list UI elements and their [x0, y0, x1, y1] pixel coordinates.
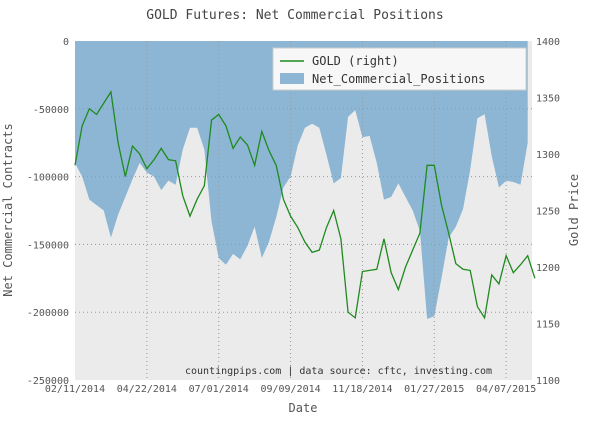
- y-left-tick-label: -50000: [33, 105, 69, 116]
- y-left-tick-label: -250000: [27, 376, 69, 387]
- gold-price-series: [74, 90, 536, 320]
- net-commercial-positions-area: [75, 41, 528, 319]
- y-right-tick-label: 1250: [536, 207, 560, 218]
- y-left-tick-label: -200000: [27, 308, 69, 319]
- y-right-tick-label: 1400: [536, 37, 560, 48]
- axes: 0 -50000 -100000 -150000 -200000 -250000 1400 1…: [27, 37, 560, 395]
- y-right-tick-label: 1300: [536, 150, 560, 161]
- y-right-tick-label: 1100: [536, 376, 560, 387]
- legend-label-gold: GOLD (right): [312, 54, 399, 68]
- y-left-tick-label: -150000: [27, 240, 69, 251]
- y-right-tick-label: 1350: [536, 94, 560, 105]
- y-right-tick-label: 1200: [536, 263, 560, 274]
- y-left-tick-label: -100000: [27, 173, 69, 184]
- gold-price-line: [74, 90, 536, 320]
- legend-box: [272, 47, 527, 91]
- x-tick-label: 07/01/2014: [189, 384, 249, 395]
- x-tick-label: 11/18/2014: [332, 384, 392, 395]
- x-tick-label: 02/11/2014: [45, 384, 105, 395]
- legend: GOLD (right) Net_Commercial_Positions: [272, 47, 527, 91]
- legend-swatch-positions: [280, 73, 304, 84]
- y-right-tick-label: 1150: [536, 320, 560, 331]
- legend-label-positions: Net_Commercial_Positions: [312, 72, 485, 86]
- y-axis-right-title: Gold Price: [567, 174, 581, 246]
- y-axis-left-title: Net Commercial Contracts: [1, 123, 15, 296]
- x-tick-label: 09/09/2014: [260, 384, 320, 395]
- grid: [75, 41, 532, 380]
- chart-title: GOLD Futures: Net Commercial Positions: [146, 8, 443, 23]
- source-annotation: countingpips.com | data source: cftc, in…: [185, 366, 492, 377]
- x-tick-label: 04/22/2014: [117, 384, 177, 395]
- x-axis-title: Date: [289, 401, 318, 415]
- x-tick-label: 04/07/2015: [476, 384, 536, 395]
- series-layer: [75, 41, 528, 319]
- x-tick-label: 01/27/2015: [404, 384, 464, 395]
- y-left-tick-label: 0: [63, 37, 69, 48]
